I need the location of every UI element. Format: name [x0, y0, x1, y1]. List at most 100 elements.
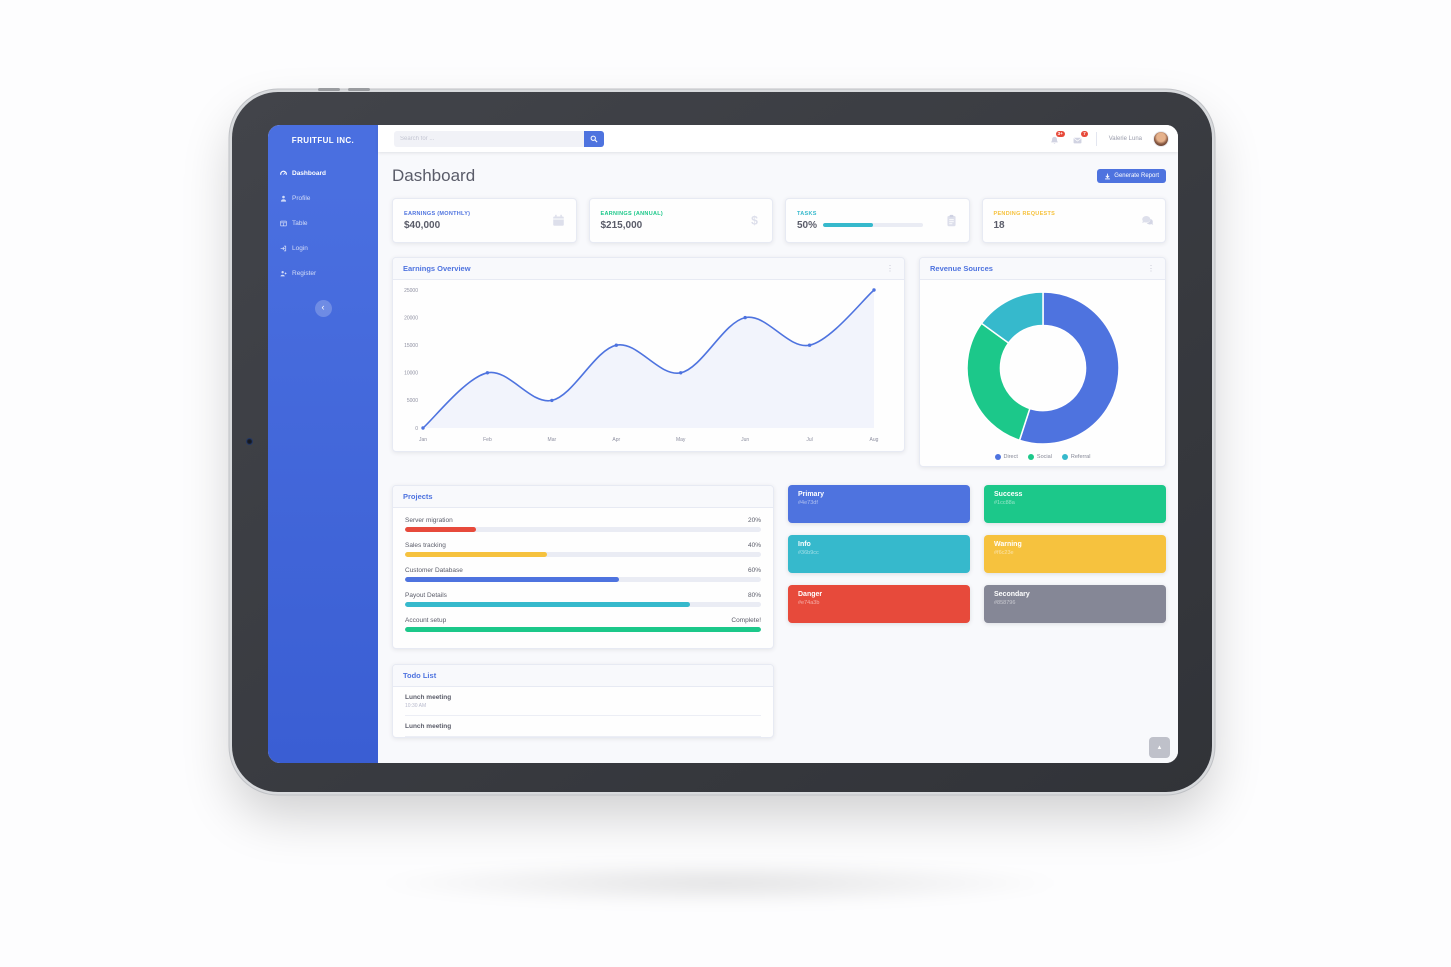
- legend-dot: [1027, 454, 1034, 460]
- stat-card-label: EARNINGS (MONTHLY): [404, 210, 471, 217]
- todo-item-time: 10:30 AM: [405, 703, 427, 709]
- sidebar-collapse-button[interactable]: ‹: [314, 300, 332, 317]
- sidebar-item-profile[interactable]: Profile: [268, 186, 378, 211]
- dollar-sign-icon: $: [751, 214, 758, 227]
- search-input[interactable]: [394, 130, 584, 147]
- svg-text:10000: 10000: [404, 371, 418, 377]
- color-card-hex: #858796: [994, 600, 1016, 606]
- generate-report-button[interactable]: Generate Report: [1097, 169, 1166, 183]
- svg-text:Jan: Jan: [419, 437, 427, 443]
- dashboard-screen: FRUITFUL INC. Dashboard Profile Table Lo…: [268, 125, 1178, 763]
- user-name[interactable]: Valerie Luna: [1108, 135, 1142, 142]
- user-icon: [280, 195, 287, 202]
- project-name: Server migration: [405, 517, 453, 524]
- stat-card-label: PENDING REQUESTS: [993, 210, 1056, 217]
- color-card-danger: Danger #e74a3b: [788, 585, 970, 623]
- progress-bar: [405, 602, 761, 607]
- calendar-icon: [552, 214, 564, 226]
- projects-card: Projects Server migration 20% Sales track…: [392, 485, 774, 649]
- project-value: 80%: [747, 592, 761, 599]
- svg-text:0: 0: [415, 426, 418, 432]
- todo-item-name: Lunch meeting: [405, 694, 452, 701]
- color-card-hex: #e74a3b: [798, 600, 820, 606]
- stat-card-pending-requests[interactable]: PENDING REQUESTS 18: [981, 198, 1166, 243]
- todo-item-name: Lunch meeting: [405, 723, 452, 730]
- comments-icon: [1142, 216, 1154, 225]
- svg-text:$: $: [751, 214, 758, 227]
- arrow-up-icon: ▲: [1156, 744, 1163, 751]
- legend-dot: [1061, 454, 1068, 460]
- sidebar-item-login[interactable]: Login: [268, 236, 378, 261]
- color-card-name: Warning: [994, 541, 1022, 548]
- tachometer-icon: [280, 170, 287, 175]
- svg-text:15000: 15000: [404, 343, 418, 349]
- alerts-button[interactable]: 3+: [1050, 130, 1065, 145]
- earnings-overview-title: Earnings Overview: [403, 264, 471, 273]
- projects-title: Projects: [403, 492, 433, 501]
- user-avatar[interactable]: [1154, 131, 1168, 146]
- messages-button[interactable]: 7: [1073, 130, 1088, 145]
- color-card-hex: #4e73df: [798, 500, 818, 506]
- stat-card-value: 18: [993, 219, 1005, 231]
- topbar-right: 3+ 7 Valerie Luna: [1050, 130, 1168, 146]
- donut-legend: Direct Social Referral: [994, 454, 1090, 460]
- project-name: Customer Database: [405, 567, 463, 574]
- svg-text:25000: 25000: [404, 288, 418, 294]
- kebab-menu-icon[interactable]: ⋮: [1147, 263, 1155, 273]
- brand-logo[interactable]: FRUITFUL INC.: [291, 135, 355, 145]
- bell-icon: [1050, 136, 1058, 144]
- sidebar-item-dashboard[interactable]: Dashboard: [268, 161, 378, 186]
- revenue-sources-title: Revenue Sources: [930, 264, 993, 273]
- color-card-success: Success #1cc88a: [984, 485, 1166, 523]
- todo-list-title: Todo List: [403, 671, 437, 680]
- page-title: Dashboard: [392, 166, 476, 185]
- sidebar-nav: Dashboard Profile Table Login Register: [268, 161, 378, 286]
- svg-text:Aug: Aug: [870, 437, 879, 443]
- legend-item-direct: Direct: [994, 454, 1018, 460]
- color-card-name: Primary: [798, 491, 825, 498]
- sidebar-item-table[interactable]: Table: [268, 211, 378, 236]
- generate-report-label: Generate Report: [1114, 173, 1159, 179]
- stat-card-value: $215,000: [600, 219, 643, 231]
- stat-card-label: EARNINGS (ANNUAL): [600, 210, 664, 217]
- project-value: 60%: [747, 567, 761, 574]
- earnings-line-chart: 0 5000 10000 15000 20000 25000 Jan Feb Mar Apr May…: [393, 280, 904, 451]
- tablet-volume-button: [348, 88, 370, 91]
- search-button[interactable]: [584, 130, 604, 147]
- todo-item[interactable]: Lunch meeting 10:30 AM: [405, 687, 761, 716]
- progress-bar: [405, 552, 761, 557]
- project-row-customer-database: Customer Database 60%: [405, 567, 761, 582]
- alerts-count-badge: 3+: [1055, 130, 1065, 137]
- search-bar: [394, 130, 604, 147]
- sidebar-item-register[interactable]: Register: [268, 261, 378, 286]
- stat-card-tasks[interactable]: TASKS 50%: [785, 198, 970, 243]
- sidebar: FRUITFUL INC. Dashboard Profile Table Lo…: [268, 125, 378, 763]
- stat-card-earnings-annual[interactable]: EARNINGS (ANNUAL) $215,000 $: [588, 198, 773, 243]
- svg-text:Jun: Jun: [741, 437, 749, 443]
- sidebar-item-label: Login: [292, 245, 308, 252]
- topbar: 3+ 7 Valerie Luna: [378, 125, 1178, 152]
- clipboard-icon: [946, 214, 956, 227]
- content: Dashboard Generate Report EARNINGS (MONT…: [378, 152, 1178, 763]
- color-card-primary: Primary #4e73df: [788, 485, 970, 523]
- project-value: Complete!: [731, 617, 761, 624]
- stat-card-label: TASKS: [797, 210, 817, 217]
- chevron-left-icon: ‹: [321, 302, 325, 312]
- progress-fill: [405, 527, 477, 532]
- svg-text:20000: 20000: [404, 315, 418, 321]
- tasks-progress-bar: [823, 223, 924, 227]
- tablet-volume-button: [318, 88, 340, 91]
- color-card-info: Info #36b9cc: [788, 535, 970, 573]
- stat-card-value: $40,000: [404, 219, 441, 231]
- todo-item[interactable]: Lunch meeting: [405, 716, 761, 737]
- scroll-to-top-button[interactable]: ▲: [1149, 737, 1170, 758]
- todo-list-card: Todo List Lunch meeting 10:30 AM Lunch m…: [392, 664, 774, 738]
- earnings-overview-card: Earnings Overview ⋮ 0 5000 10000 15000 20000…: [392, 257, 905, 452]
- stat-card-earnings-monthly[interactable]: EARNINGS (MONTHLY) $40,000: [392, 198, 577, 243]
- legend-label: Social: [1036, 454, 1052, 460]
- kebab-menu-icon[interactable]: ⋮: [886, 263, 894, 273]
- progress-fill: [405, 602, 690, 607]
- messages-count-badge: 7: [1081, 130, 1088, 137]
- search-icon: [590, 135, 598, 143]
- progress-fill: [405, 577, 619, 582]
